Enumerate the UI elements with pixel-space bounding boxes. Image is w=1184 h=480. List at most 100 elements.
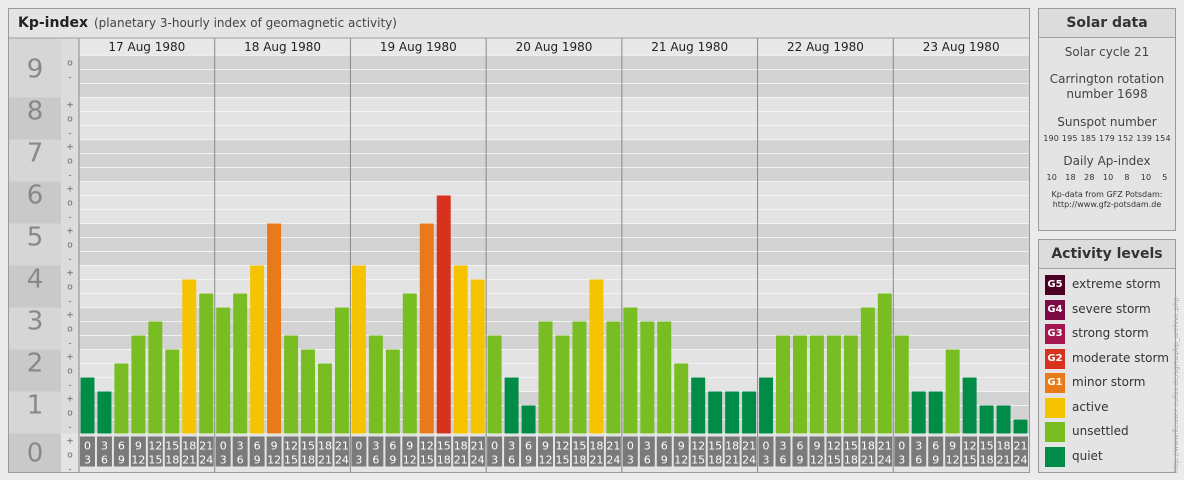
time-slot-end: 9 — [389, 454, 396, 467]
time-slot-box — [130, 436, 146, 467]
time-slot-end: 24 — [471, 454, 485, 467]
time-slot-box — [962, 436, 978, 467]
y-minor-label: o — [67, 409, 73, 419]
time-slot-box — [538, 436, 553, 467]
kp-bar — [945, 349, 960, 434]
activity-level-label: moderate storm — [1072, 350, 1169, 365]
time-slot-box — [555, 436, 570, 467]
time-slot-start: 9 — [135, 440, 142, 453]
sunspot-values: 190 195 185 179 152 139 154 — [1043, 134, 1171, 143]
kp-bar — [657, 321, 672, 434]
y-minor-label: o — [67, 325, 73, 335]
day-label: 21 Aug 1980 — [651, 40, 728, 54]
time-slot-start: 15 — [572, 440, 586, 453]
time-slot-box — [843, 436, 859, 467]
day-label: 20 Aug 1980 — [516, 40, 593, 54]
activity-level-label: strong storm — [1072, 326, 1149, 340]
kp-bar — [623, 307, 638, 434]
time-slot-start: 3 — [237, 440, 244, 453]
time-slot-box — [436, 436, 452, 467]
time-slot-start: 21 — [199, 440, 213, 453]
time-slot-box — [266, 436, 282, 467]
grid-band — [79, 97, 1029, 140]
time-slot-box — [775, 436, 791, 467]
kp-bar — [911, 391, 926, 434]
time-slot-start: 12 — [284, 440, 298, 453]
time-slot-box — [249, 436, 265, 467]
time-slot-start: 0 — [763, 440, 770, 453]
time-slot-end: 12 — [810, 454, 824, 467]
time-slot-end: 9 — [932, 454, 939, 467]
activity-level-label: minor storm — [1072, 375, 1146, 389]
y-minor-label: o — [67, 451, 73, 461]
time-slot-start: 21 — [1014, 440, 1028, 453]
time-slot-box — [283, 436, 299, 467]
time-slot-start: 3 — [780, 440, 787, 453]
time-slot-end: 3 — [491, 454, 498, 467]
time-slot-start: 21 — [335, 440, 349, 453]
y-minor-label: - — [68, 339, 71, 349]
day-header-strip — [79, 38, 1029, 56]
carrington-rotation-number: number 1698 — [1066, 87, 1148, 101]
time-slot-start: 12 — [827, 440, 841, 453]
activity-levels-title: Activity levels — [1039, 240, 1175, 269]
time-slot-box — [334, 436, 350, 467]
kp-bar — [470, 279, 485, 434]
y-axis-label: 0 — [27, 439, 44, 469]
time-slot-end: 12 — [946, 454, 960, 467]
y-minor-label: o — [67, 241, 73, 251]
time-slot-box — [1013, 436, 1028, 467]
time-slot-start: 21 — [606, 440, 620, 453]
kp-bar — [538, 321, 553, 434]
time-slot-box — [673, 436, 689, 467]
time-slot-box — [724, 436, 740, 467]
kp-bar — [759, 377, 774, 434]
kp-bar — [182, 279, 197, 434]
time-slot-end: 18 — [844, 454, 858, 467]
y-minor-label: + — [66, 353, 74, 363]
time-slot-end: 18 — [572, 454, 586, 467]
time-slot-box — [215, 436, 231, 467]
time-slot-box — [164, 436, 180, 467]
day-label: 19 Aug 1980 — [380, 40, 457, 54]
time-slot-end: 15 — [691, 454, 705, 467]
day-label: 18 Aug 1980 — [244, 40, 321, 54]
time-slot-end: 18 — [165, 454, 179, 467]
time-slot-start: 12 — [420, 440, 434, 453]
time-slot-box — [419, 436, 435, 467]
time-slot-start: 18 — [318, 440, 332, 453]
y-axis-band — [9, 433, 61, 472]
time-slot-start: 12 — [555, 440, 569, 453]
kp-bar — [453, 265, 468, 434]
time-slot-start: 21 — [878, 440, 892, 453]
time-slot-start: 18 — [182, 440, 196, 453]
copyright-url: http://www.fleuser-eufas.de/sgrtas/kp_ar… — [1172, 297, 1180, 473]
kp-bar — [894, 335, 909, 434]
time-slot-end: 6 — [915, 454, 922, 467]
chart-title: Kp-index (planetary 3-hourly index of geo… — [18, 15, 397, 31]
kp-bar — [860, 307, 875, 434]
time-slot-end: 15 — [420, 454, 434, 467]
time-slot-end: 3 — [84, 454, 91, 467]
time-slot-start: 6 — [932, 440, 939, 453]
kp-bar — [131, 335, 146, 434]
grid-band — [79, 139, 1029, 182]
time-slot-end: 12 — [403, 454, 417, 467]
time-slot-box — [317, 436, 333, 467]
y-minor-label: o — [67, 115, 73, 125]
time-slot-end: 6 — [237, 454, 244, 467]
time-slot-box — [758, 436, 774, 467]
time-slot-start: 6 — [254, 440, 261, 453]
time-slot-start: 15 — [844, 440, 858, 453]
time-slot-end: 15 — [555, 454, 569, 467]
time-slot-box — [300, 436, 316, 467]
time-slot-start: 21 — [742, 440, 756, 453]
activity-level-label: unsettled — [1072, 424, 1129, 438]
y-axis-band — [9, 349, 61, 392]
activity-level-swatch: G5 — [1045, 275, 1065, 295]
y-axis-band — [9, 181, 61, 224]
kp-bar — [708, 391, 723, 434]
y-minor-label: - — [68, 171, 71, 181]
data-source-link[interactable]: http://www.gfz-potsdam.de — [1052, 200, 1162, 209]
time-slot-start: 18 — [997, 440, 1011, 453]
